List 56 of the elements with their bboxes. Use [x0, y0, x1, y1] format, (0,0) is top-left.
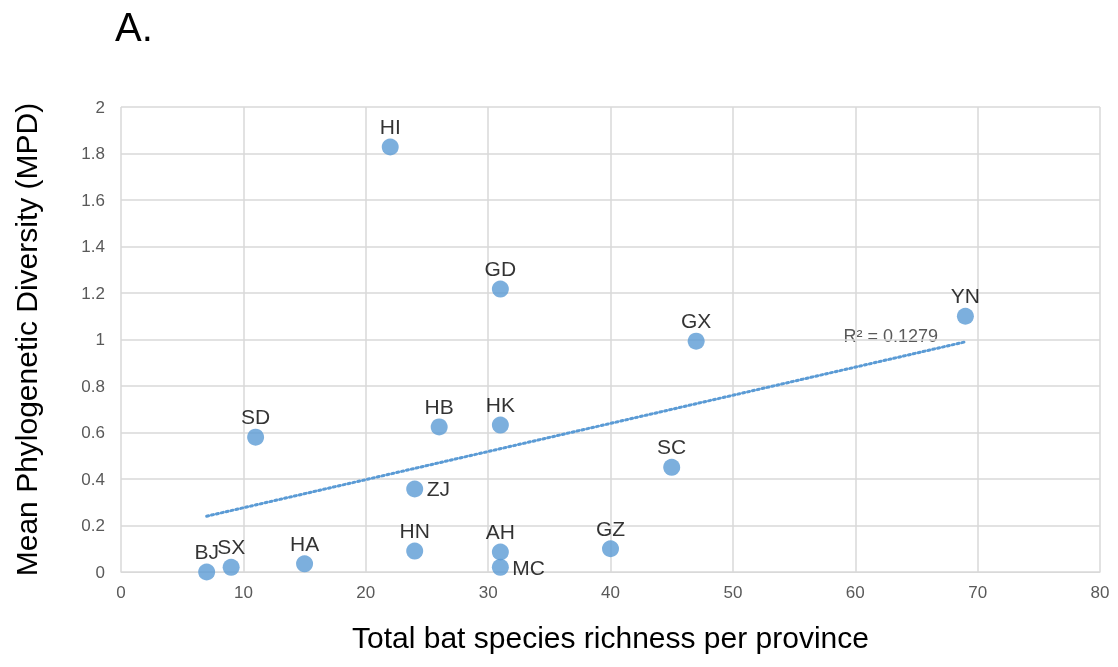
x-tick-label: 70	[968, 583, 988, 602]
y-tick-label: 1.8	[81, 144, 105, 163]
point	[198, 563, 216, 581]
point	[491, 558, 509, 576]
y-tick-label: 1	[95, 330, 105, 349]
point	[406, 542, 424, 560]
annotation: BJ	[194, 540, 219, 563]
point	[381, 138, 399, 156]
y-tick-label: 0.4	[81, 469, 105, 489]
annotation: HK	[485, 393, 515, 417]
chart-title: A.	[115, 5, 153, 49]
y-tick-label: 2	[95, 97, 105, 117]
y-axis-title: Mean Phylogenetic Diversity (MPD)	[9, 102, 43, 577]
point	[687, 332, 705, 350]
y-tick-label: 0.2	[81, 516, 105, 535]
point	[491, 543, 509, 561]
annotation: HN	[399, 519, 430, 543]
x-tick-label: 0	[116, 583, 126, 602]
x-tick-label: 50	[723, 583, 743, 602]
y-tick-label: 0	[95, 562, 105, 582]
annotation: YN	[950, 284, 980, 308]
annotation: GX	[680, 309, 712, 333]
x-tick-label: 40	[601, 583, 620, 602]
y-tick-label: 0.6	[81, 423, 105, 442]
annotation: GD	[484, 257, 517, 281]
point	[663, 458, 681, 476]
y-tick-label: 1.6	[81, 190, 105, 210]
point	[491, 280, 509, 298]
point	[406, 480, 424, 498]
point	[222, 558, 240, 576]
annotation: GZ	[595, 516, 626, 540]
point	[296, 555, 314, 573]
annotation: SX	[217, 535, 246, 559]
x-axis-title: Total bat species richness per province	[352, 620, 869, 654]
annotation: AH	[485, 520, 515, 544]
annotation: HI	[379, 114, 401, 138]
y-tick-label: 1.4	[81, 237, 105, 256]
point	[602, 540, 619, 558]
y-tick-label: 1.2	[81, 283, 105, 303]
annotation: MC	[512, 555, 546, 579]
point	[430, 418, 448, 436]
annotation: ZJ	[426, 477, 451, 501]
x-tick-label: 80	[1090, 583, 1110, 602]
x-tick-label: 60	[845, 583, 865, 602]
x-tick-label: 20	[356, 583, 376, 602]
annotation: R² = 0.1279	[843, 326, 938, 346]
point	[491, 416, 509, 434]
annotation: HB	[424, 394, 454, 418]
annotation: SC	[657, 435, 687, 459]
point	[247, 428, 265, 446]
x-tick-label: 30	[478, 583, 498, 602]
annotation: SD	[241, 405, 271, 429]
point	[956, 307, 974, 325]
annotation: HA	[289, 531, 320, 555]
x-tick-label: 10	[233, 583, 253, 602]
y-tick-label: 0.8	[81, 376, 105, 396]
